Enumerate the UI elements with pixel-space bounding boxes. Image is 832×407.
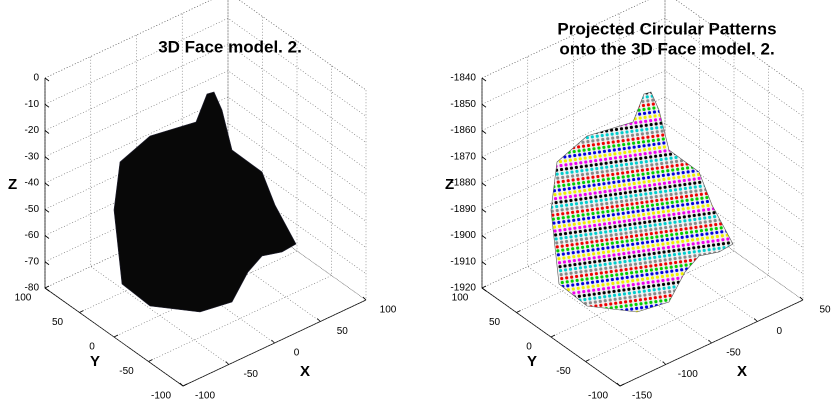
y-tick <box>586 360 590 362</box>
chart-title: onto the 3D Face model. 2. <box>559 39 774 58</box>
face-surface <box>551 92 733 312</box>
z-tick-label: -10 <box>25 99 40 110</box>
z-axis-label: Z <box>445 176 454 193</box>
z-tick-label: -1870 <box>450 151 476 162</box>
z-tick-label: -60 <box>25 230 40 241</box>
x-tick-label: 0 <box>776 326 782 337</box>
y-tick <box>620 384 624 386</box>
z-tick <box>482 157 486 160</box>
y-tick <box>517 311 521 313</box>
x-tick-label: -100 <box>195 391 215 402</box>
chart-title: 3D Face model. 2. <box>158 37 302 56</box>
z-tick <box>45 157 49 160</box>
x-tick-label: 100 <box>380 305 397 316</box>
z-tick-label: -1860 <box>450 125 476 136</box>
z-tick <box>482 131 486 134</box>
y-tick-label: -100 <box>151 391 171 402</box>
y-tick <box>482 286 486 288</box>
y-tick <box>149 360 153 362</box>
y-tick-label: -100 <box>588 391 608 402</box>
x-tick <box>709 340 712 343</box>
face-surface <box>114 92 296 312</box>
z-tick-label: -1840 <box>450 73 476 84</box>
y-tick <box>45 286 49 288</box>
z-tick-label: -50 <box>25 204 40 215</box>
x-tick <box>663 362 666 365</box>
x-axis-label: X <box>300 363 310 380</box>
y-axis-label: Y <box>90 353 100 370</box>
chart-title: Projected Circular Patterns <box>557 19 776 38</box>
x-tick <box>754 319 757 322</box>
x-tick-label: -100 <box>678 369 698 380</box>
y-tick-label: -50 <box>556 366 571 377</box>
y-tick-label: 100 <box>452 293 469 304</box>
x-tick-label: 50 <box>337 326 349 337</box>
z-tick <box>45 288 49 291</box>
z-tick <box>482 288 486 291</box>
x-tick <box>272 340 275 343</box>
z-tick <box>482 183 486 186</box>
y-tick <box>114 335 118 337</box>
x-tick-label: -50 <box>244 369 259 380</box>
z-tick <box>45 78 49 81</box>
z-tick <box>482 104 486 107</box>
x-tick-label: 50 <box>819 305 831 316</box>
z-tick <box>45 131 49 134</box>
y-tick <box>183 384 187 386</box>
y-tick <box>80 311 84 313</box>
z-axis-label: Z <box>8 176 17 193</box>
x-axis-label: X <box>737 363 747 380</box>
z-tick-label: -1900 <box>450 230 476 241</box>
x-tick <box>226 362 229 365</box>
x-tick <box>363 297 366 300</box>
z-tick-label: 0 <box>33 73 39 84</box>
z-tick <box>45 262 49 265</box>
z-tick-label: -40 <box>25 178 40 189</box>
z-tick-label: -20 <box>25 125 40 136</box>
y-tick-label: 50 <box>52 317 64 328</box>
y-tick-label: 50 <box>489 317 501 328</box>
z-tick-label: -1910 <box>450 256 476 267</box>
z-tick <box>482 78 486 81</box>
z-tick <box>482 236 486 239</box>
x-tick-label: -50 <box>726 348 741 359</box>
y-tick-label: 0 <box>89 342 95 353</box>
y-tick-label: 100 <box>15 293 32 304</box>
z-tick-label: -30 <box>25 151 40 162</box>
y-tick-label: -50 <box>119 366 134 377</box>
z-tick <box>482 262 486 265</box>
y-tick-label: 0 <box>526 342 532 353</box>
z-tick <box>45 236 49 239</box>
y-tick <box>551 335 555 337</box>
figure: -80-70-60-50-40-30-20-100-100-50050100-1… <box>0 0 832 407</box>
z-tick-label: -70 <box>25 256 40 267</box>
z-tick <box>45 104 49 107</box>
z-tick <box>482 209 486 212</box>
z-tick-label: -1890 <box>450 204 476 215</box>
x-tick <box>800 297 803 300</box>
z-tick-label: -1880 <box>450 178 476 189</box>
z-tick-label: -1850 <box>450 99 476 110</box>
z-tick <box>45 183 49 186</box>
z-tick <box>45 209 49 212</box>
y-axis-label: Y <box>527 353 537 370</box>
x-tick-label: -150 <box>632 391 652 402</box>
x-tick-label: 0 <box>294 348 300 359</box>
x-tick <box>317 319 320 322</box>
